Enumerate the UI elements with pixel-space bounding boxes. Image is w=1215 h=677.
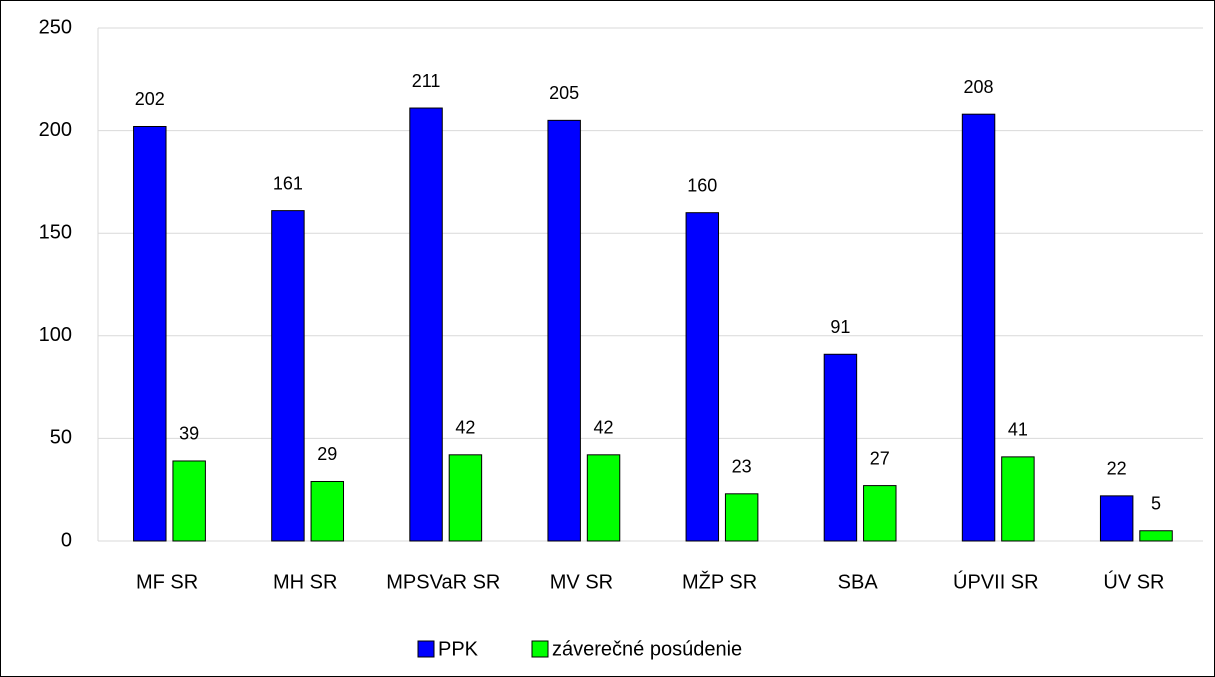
value-label: 91 <box>830 317 850 337</box>
value-label: 42 <box>594 418 614 438</box>
value-label: 23 <box>732 457 752 477</box>
bar <box>1139 530 1173 542</box>
value-label: 22 <box>1107 459 1127 479</box>
value-label: 211 <box>412 71 441 91</box>
value-label: 42 <box>455 418 475 438</box>
bar <box>271 210 305 542</box>
y-tick-label: 150 <box>39 221 72 243</box>
value-label: 160 <box>687 175 717 195</box>
bar <box>1001 456 1035 542</box>
value-label: 41 <box>1008 420 1028 440</box>
x-tick-label: MPSVaR SR <box>386 571 500 593</box>
value-label: 161 <box>273 173 303 193</box>
bar <box>448 454 483 542</box>
bar <box>1099 495 1134 542</box>
bar <box>863 485 897 542</box>
bar <box>310 480 345 542</box>
legend-label: záverečné posúdenie <box>552 638 742 660</box>
bar <box>172 460 206 542</box>
value-label: 205 <box>549 83 579 103</box>
y-tick-label: 250 <box>39 16 72 38</box>
bar <box>823 353 858 542</box>
x-tick-label: MH SR <box>273 571 337 593</box>
y-tick-label: 50 <box>50 427 72 449</box>
value-label: 27 <box>870 448 890 468</box>
x-tick-label: ÚPVII SR <box>953 570 1039 593</box>
legend-swatch <box>417 640 435 658</box>
y-tick-label: 100 <box>39 324 72 346</box>
bar <box>409 107 443 542</box>
bar <box>547 119 581 542</box>
bar <box>685 212 720 542</box>
x-tick-label: MF SR <box>136 571 198 593</box>
x-tick-label: ÚV SR <box>1103 570 1164 593</box>
y-tick-label: 200 <box>39 119 72 141</box>
x-tick-label: MV SR <box>550 571 613 593</box>
bar <box>961 113 996 542</box>
legend-label: PPK <box>438 638 479 660</box>
value-label: 5 <box>1151 493 1161 513</box>
y-tick-label: 0 <box>61 529 72 551</box>
bar <box>133 125 167 542</box>
value-label: 208 <box>964 77 994 97</box>
x-tick-label: MŽP SR <box>682 570 757 593</box>
legend-swatch <box>531 640 549 658</box>
bar <box>586 454 621 542</box>
value-label: 202 <box>135 89 165 109</box>
x-tick-label: SBA <box>838 571 879 593</box>
bar <box>724 493 759 542</box>
value-label: 39 <box>179 424 199 444</box>
value-label: 29 <box>317 444 337 464</box>
